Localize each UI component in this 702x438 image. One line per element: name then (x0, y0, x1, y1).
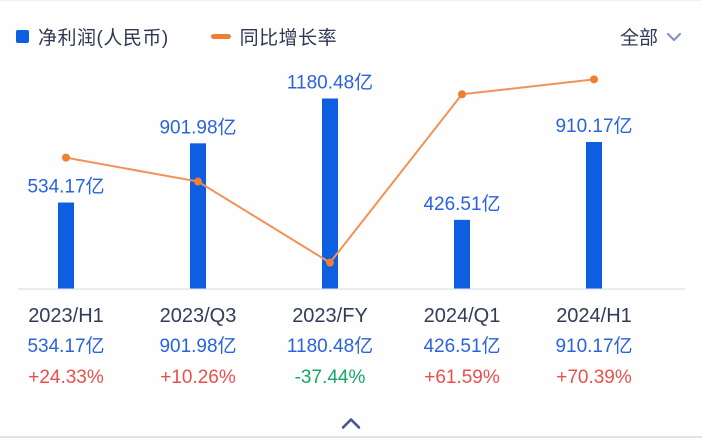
bar-value-label: 910.17亿 (555, 115, 632, 137)
summary-col-2023-fy: 2023/FY 1180.48亿 -37.44% (264, 303, 396, 391)
category-label: 2023/FY (292, 305, 368, 327)
summary-col-2024-q1: 2024/Q1 426.51亿 +61.59% (396, 303, 528, 391)
legend-item-growth-rate[interactable]: 同比增长率 (210, 23, 338, 50)
period-filter-dropdown[interactable]: 全部 (620, 23, 682, 50)
growth-point-2024-q1[interactable] (458, 90, 466, 99)
bar-value-label: 1180.48亿 (287, 72, 373, 94)
bar-2023-h1[interactable] (58, 202, 74, 289)
growth-rate-swatch-icon (210, 34, 231, 39)
growth-point-2023-q3[interactable] (194, 177, 202, 186)
net-profit-swatch-icon (16, 30, 29, 43)
growth-rate-value: +24.33% (28, 367, 104, 388)
net-profit-value: 1180.48亿 (286, 336, 374, 357)
growth-point-2023-fy[interactable] (326, 258, 334, 267)
bar-2024-q1[interactable] (454, 219, 470, 289)
bar-value-label: 901.98亿 (159, 116, 236, 138)
growth-rate-value: +61.59% (424, 367, 500, 388)
category-label: 2023/H1 (28, 305, 104, 327)
legend-growth-rate-label: 同比增长率 (239, 28, 338, 49)
bar-2024-h1[interactable] (586, 142, 602, 289)
growth-rate-value: +70.39% (556, 367, 632, 388)
legend-net-profit-label: 净利润(人民币) (38, 28, 169, 49)
net-profit-value: 910.17亿 (555, 336, 633, 357)
growth-rate-value: -37.44% (294, 367, 366, 388)
bar-value-label: 426.51亿 (423, 193, 500, 215)
summary-col-2023-h1: 2023/H1 534.17亿 +24.33% (0, 303, 132, 391)
chevron-up-icon (340, 417, 362, 430)
chevron-down-icon (666, 32, 682, 42)
growth-point-2024-h1[interactable] (590, 75, 598, 84)
summary-col-2023-q3: 2023/Q3 901.98亿 +10.26% (132, 303, 264, 391)
collapse-panel-button[interactable] (0, 417, 702, 430)
bar-value-label: 534.17亿 (27, 176, 104, 198)
net-profit-value: 426.51亿 (423, 336, 501, 357)
net-profit-value: 534.17亿 (27, 336, 105, 357)
category-label: 2024/Q1 (423, 305, 501, 327)
category-label: 2024/H1 (556, 305, 632, 327)
summary-col-2024-h1: 2024/H1 910.17亿 +70.39% (528, 303, 660, 391)
growth-rate-value: +10.26% (160, 367, 236, 388)
growth-point-2023-h1[interactable] (62, 153, 70, 162)
legend-item-net-profit[interactable]: 净利润(人民币) (16, 23, 169, 50)
bar-2023-q3[interactable] (190, 143, 206, 289)
category-label: 2023/Q3 (159, 305, 237, 327)
legend-row: 净利润(人民币) 同比增长率 全部 (16, 23, 682, 50)
net-profit-value: 901.98亿 (159, 336, 237, 357)
period-filter-value: 全部 (619, 28, 658, 49)
bar-2023-fy[interactable] (322, 98, 338, 289)
